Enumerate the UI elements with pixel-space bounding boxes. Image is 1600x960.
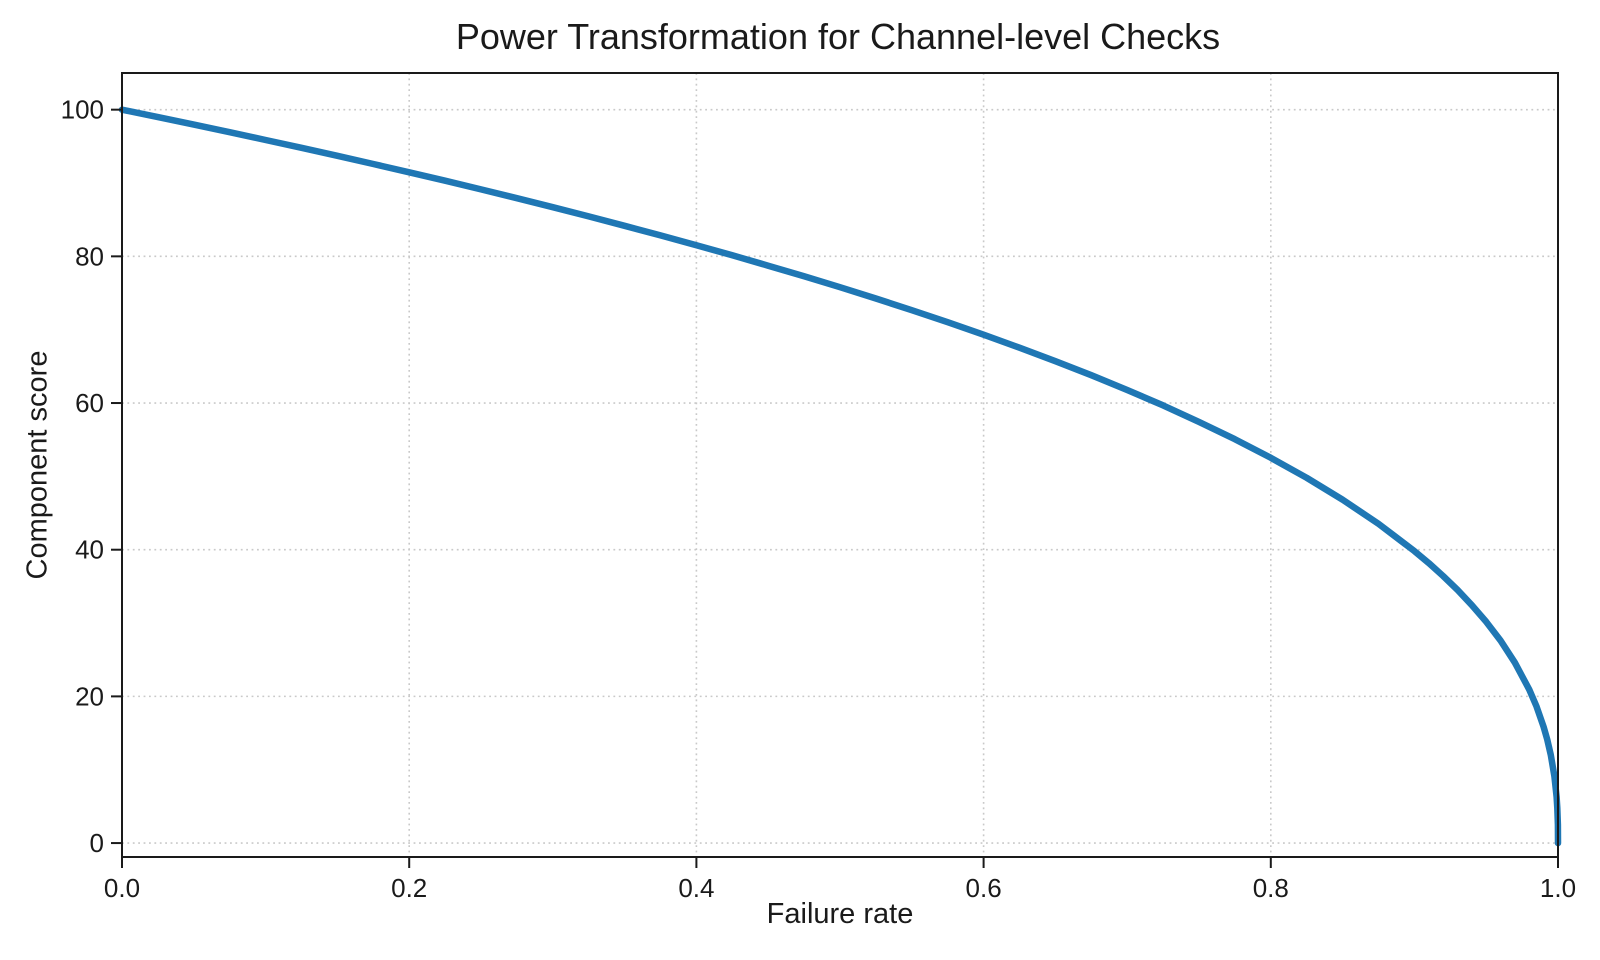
y-tick-label-100: 100 (61, 95, 104, 125)
x-tick-label-0.6: 0.6 (966, 873, 1002, 903)
x-axis-label: Failure rate (766, 898, 914, 930)
y-tick-label-60: 60 (75, 388, 104, 418)
x-tick-label-0.8: 0.8 (1253, 873, 1289, 903)
x-tick-label-1.0: 1.0 (1540, 873, 1576, 903)
x-tick-label-0.2: 0.2 (391, 873, 427, 903)
x-tick-label-0.0: 0.0 (104, 873, 140, 903)
y-tick-label-20: 20 (75, 681, 104, 711)
axes-box (121, 72, 1559, 858)
x-tick-label-0.4: 0.4 (678, 873, 714, 903)
y-tick-label-0: 0 (90, 828, 104, 858)
y-tick-label-40: 40 (75, 535, 104, 565)
y-axis-label: Component score (21, 350, 54, 580)
series-line-component-score-vs-failure-rate (118, 106, 1562, 847)
y-tick-label-80: 80 (75, 241, 104, 271)
chart-title: Power Transformation for Channel-level C… (455, 16, 1221, 57)
